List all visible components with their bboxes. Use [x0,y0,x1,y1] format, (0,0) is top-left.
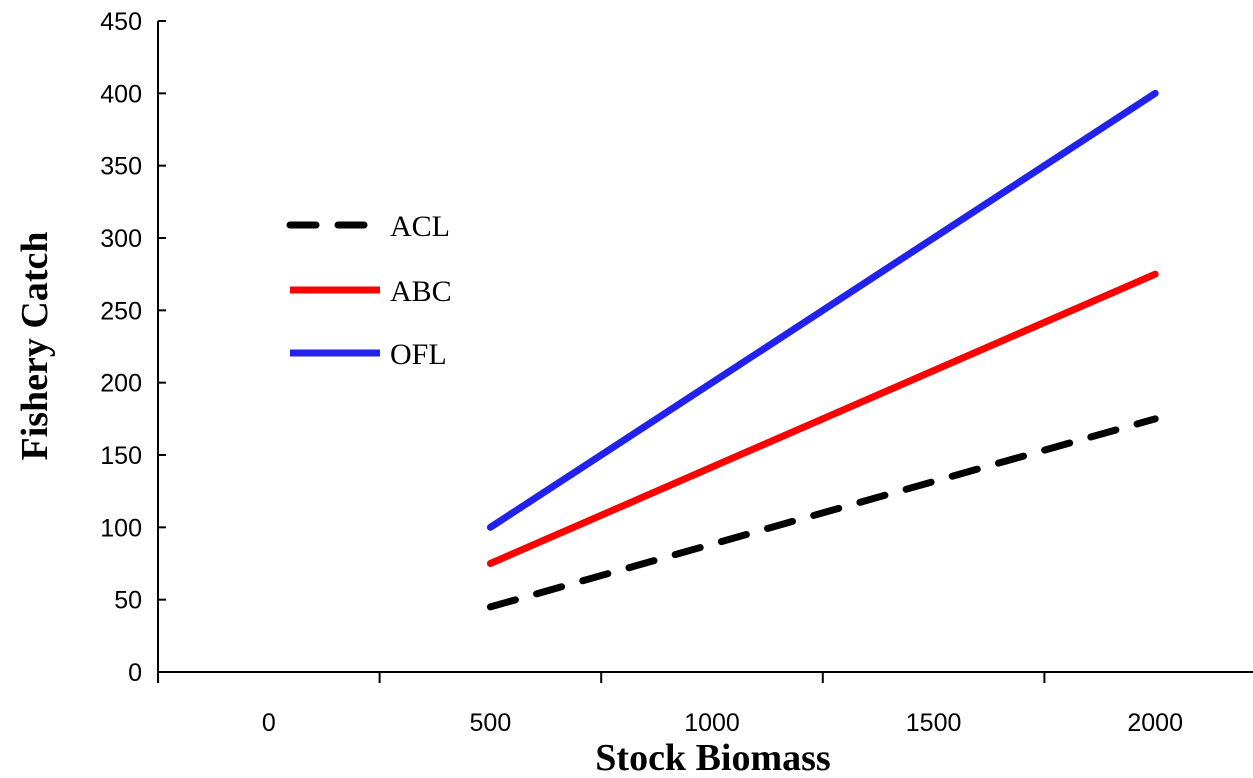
y-tick-label: 350 [100,153,142,181]
y-tick-label: 100 [100,514,142,542]
legend-label-acl: ACL [390,210,450,243]
x-tick-label: 500 [470,709,512,737]
legend: ACL ABC OFL [286,210,452,371]
y-tick-label: 50 [114,587,142,615]
y-tick-label: 0 [128,659,142,687]
y-tick-label: 150 [100,442,142,470]
y-tick-label: 200 [100,370,142,398]
y-tick-label: 400 [100,80,142,108]
x-axis-title: Stock Biomass [595,737,830,778]
series-layer [486,89,1159,611]
series-line-acl [486,415,1159,611]
legend-label-ofl: OFL [390,338,447,371]
y-tick-label: 450 [100,8,142,36]
y-tick-label: 300 [100,225,142,253]
series-line-abc [486,270,1159,567]
y-axis-title: Fishery Catch [14,231,56,460]
x-tick-label: 2000 [1127,709,1183,737]
y-tick-label: 250 [100,297,142,325]
x-tick-label: 0 [262,709,276,737]
legend-label-abc: ABC [390,275,452,308]
x-tick-label: 1000 [684,709,740,737]
series-line-ofl [486,89,1159,531]
axes: 0 50 100 150 200 250 300 350 400 450 0 500 1000 1500 2… [100,8,1253,737]
x-tick-label: 1500 [906,709,962,737]
